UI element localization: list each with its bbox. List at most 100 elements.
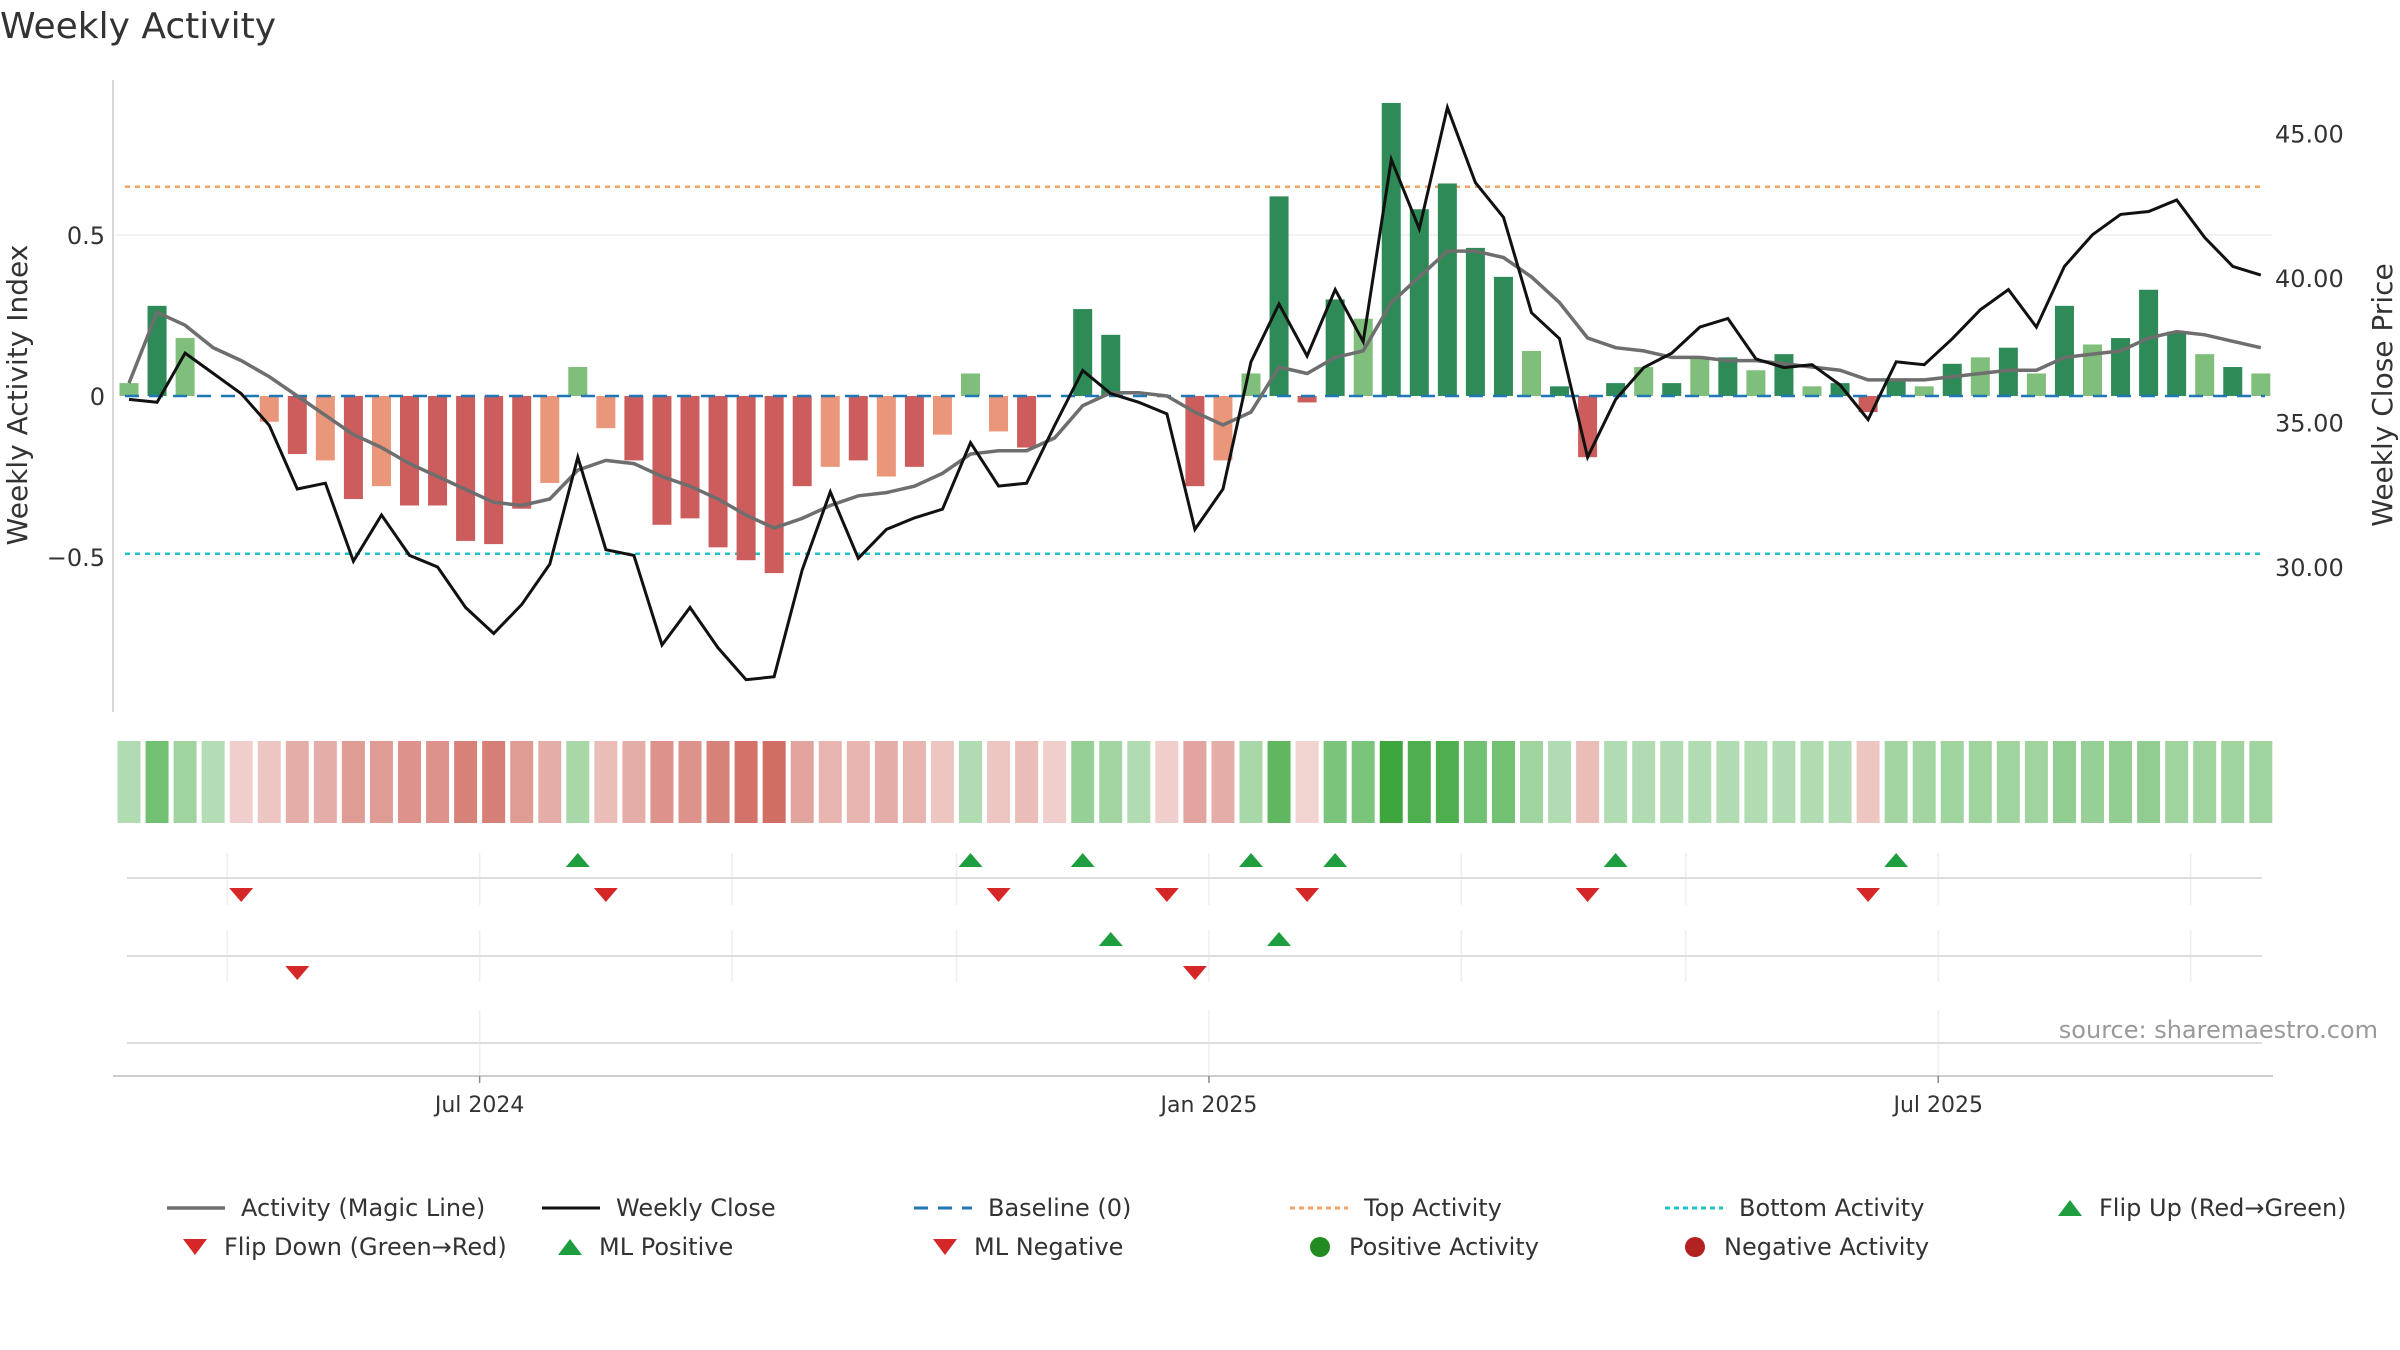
heat-cell xyxy=(1884,741,1908,823)
heat-cell xyxy=(790,741,814,823)
activity-bar xyxy=(1746,370,1766,396)
green-triangle-up-icon xyxy=(555,1235,599,1259)
heat-cell xyxy=(454,741,478,823)
activity-bar xyxy=(820,396,840,467)
left-axis-label: Weekly Activity Index xyxy=(1,245,34,546)
red-triangle-down-icon xyxy=(180,1235,224,1259)
activity-bar xyxy=(315,396,335,461)
activity-bar xyxy=(652,396,672,525)
flip-up-marker xyxy=(1323,853,1348,867)
activity-bar xyxy=(259,396,279,422)
heat-cell xyxy=(1632,741,1656,823)
legend-item: ML Negative xyxy=(930,1232,1123,1262)
right-tick-label: 35.00 xyxy=(2275,410,2344,438)
flip-markers-panel xyxy=(127,853,2262,905)
activity-bar xyxy=(1662,383,1682,396)
flip-down-marker xyxy=(1295,888,1320,902)
heat-cell xyxy=(257,741,281,823)
legend-item: Positive Activity xyxy=(1305,1232,1539,1262)
heat-cell xyxy=(398,741,421,823)
activity-bar xyxy=(371,396,391,487)
legend-label: Positive Activity xyxy=(1349,1233,1539,1261)
heat-cell xyxy=(145,741,169,823)
dotted-orange-line-icon xyxy=(1288,1198,1364,1218)
ml-negative-marker xyxy=(1182,966,1207,980)
activity-bar xyxy=(1914,386,1934,396)
heat-cell xyxy=(1548,741,1572,823)
flip-up-marker xyxy=(1603,853,1628,867)
heat-strip-panel xyxy=(117,741,2273,823)
activity-bar xyxy=(2139,289,2159,396)
activity-bar xyxy=(792,396,812,487)
ml-negative-marker xyxy=(285,966,310,980)
activity-bar xyxy=(1381,102,1401,396)
heat-cell xyxy=(201,741,225,823)
activity-bar xyxy=(989,396,1009,432)
activity-bar xyxy=(343,396,363,500)
heat-cell xyxy=(1491,741,1515,823)
activity-bar xyxy=(680,396,700,519)
heat-cell xyxy=(426,741,450,823)
heat-cell xyxy=(285,741,309,823)
activity-bar xyxy=(1213,396,1233,461)
flip-down-marker xyxy=(986,888,1011,902)
activity-bar xyxy=(1802,386,1822,396)
heat-cell xyxy=(2137,741,2161,823)
heat-cell xyxy=(229,741,253,823)
activity-bar xyxy=(1297,396,1317,403)
heat-cell xyxy=(1211,741,1235,823)
heat-cell xyxy=(1800,741,1824,823)
legend-item: Weekly Close xyxy=(540,1193,776,1223)
heat-cell xyxy=(1295,741,1319,823)
ml-positive-marker xyxy=(1267,932,1292,946)
activity-bar xyxy=(1970,357,1990,396)
heat-cell xyxy=(1828,741,1852,823)
dotted-cyan-line-icon xyxy=(1663,1198,1739,1218)
heat-cell xyxy=(341,741,365,823)
heat-cell xyxy=(1744,741,1768,823)
heat-cell xyxy=(2165,741,2189,823)
flip-up-marker xyxy=(1239,853,1263,867)
heat-cell xyxy=(1968,741,1992,823)
legend-label: Activity (Magic Line) xyxy=(241,1194,486,1222)
activity-bar xyxy=(904,396,924,467)
activity-bar xyxy=(848,396,868,461)
heat-cell xyxy=(2081,741,2104,823)
heat-cell xyxy=(1604,741,1628,823)
heat-cell xyxy=(2249,741,2273,823)
flip-down-marker xyxy=(1154,888,1179,902)
heat-cell xyxy=(1351,741,1375,823)
heat-cell xyxy=(1099,741,1123,823)
right-axis-label: Weekly Close Price xyxy=(2366,263,2399,526)
right-tick-label: 45.00 xyxy=(2275,121,2344,149)
legend-label: Bottom Activity xyxy=(1739,1194,1925,1222)
heat-cell xyxy=(1127,741,1151,823)
heat-cell xyxy=(1576,741,1600,823)
heat-cell xyxy=(706,741,730,823)
activity-bar xyxy=(1690,357,1710,396)
heat-cell xyxy=(1015,741,1039,823)
heat-cell xyxy=(482,741,506,823)
activity-bar xyxy=(1634,367,1654,396)
activity-bar xyxy=(1886,379,1906,396)
legend-item: Baseline (0) xyxy=(912,1193,1131,1223)
activity-bar xyxy=(1017,396,1037,448)
ml-positive-marker xyxy=(1098,932,1123,946)
legend-label: Flip Up (Red→Green) xyxy=(2099,1194,2347,1222)
legend-item: Bottom Activity xyxy=(1663,1193,1924,1223)
heat-cell xyxy=(1660,741,1684,823)
legend-label: Weekly Close xyxy=(616,1194,776,1222)
activity-bar xyxy=(876,396,896,477)
flip-down-marker xyxy=(1856,888,1881,902)
heat-cell xyxy=(650,741,674,823)
legend-item: Flip Down (Green→Red) xyxy=(180,1232,507,1262)
heat-cell xyxy=(678,741,702,823)
heat-cell xyxy=(2221,741,2245,823)
activity-bar xyxy=(1465,247,1485,396)
heat-cell xyxy=(1463,741,1487,823)
activity-bar xyxy=(2026,373,2046,396)
flip-up-marker xyxy=(958,853,983,867)
heat-cell xyxy=(1183,741,1207,823)
dashed-blue-line-icon xyxy=(912,1198,988,1218)
